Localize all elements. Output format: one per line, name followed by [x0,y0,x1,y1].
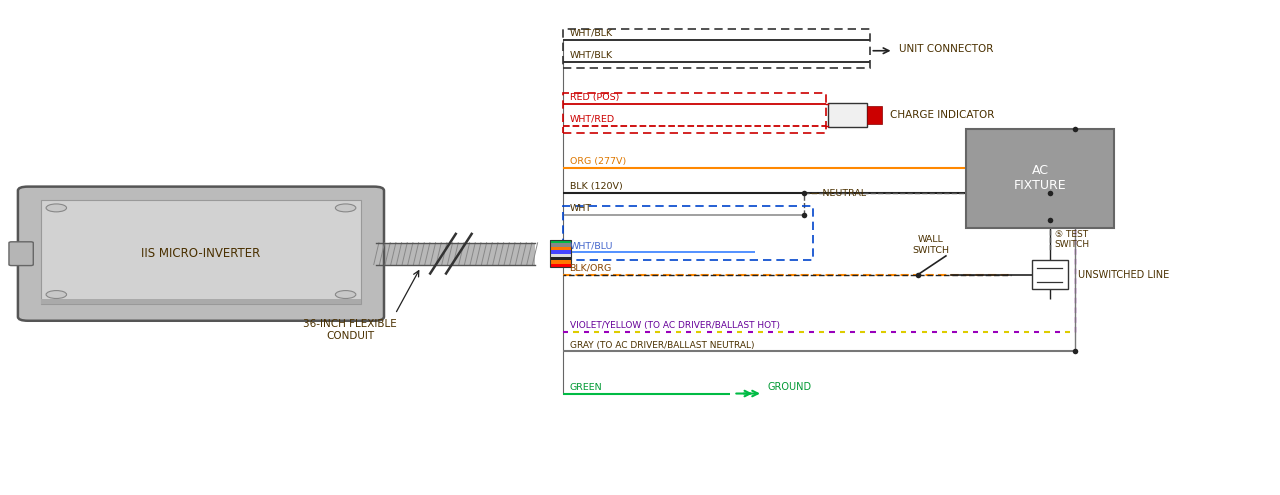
Text: WHT: WHT [570,204,591,213]
Text: WHT/RED: WHT/RED [570,115,614,124]
Bar [550,250,571,253]
Text: GRAY (TO AC DRIVER/BALLAST NEUTRAL): GRAY (TO AC DRIVER/BALLAST NEUTRAL) [570,341,754,349]
Text: ORG (277V): ORG (277V) [570,157,626,166]
Bar [41,299,361,304]
Text: VIOLET/YELLOW (TO AC DRIVER/BALLAST HOT): VIOLET/YELLOW (TO AC DRIVER/BALLAST HOT) [570,321,780,330]
Circle shape [46,291,67,298]
Text: UNSWITCHED LINE: UNSWITCHED LINE [1078,270,1169,280]
Text: AC
FIXTURE: AC FIXTURE [1014,164,1066,192]
Bar [550,244,571,247]
Bar [550,240,571,244]
Bar [550,264,571,267]
Text: RED (POS): RED (POS) [570,93,620,101]
Text: CHARGE INDICATOR: CHARGE INDICATOR [890,110,995,120]
Text: — NEUTRAL: — NEUTRAL [810,189,867,198]
Bar [41,200,361,304]
Text: WHT/BLU: WHT/BLU [570,241,613,250]
Text: GREEN: GREEN [570,383,602,392]
Text: UNIT CONNECTOR: UNIT CONNECTOR [899,44,993,54]
Bar [828,102,867,127]
Bar [376,243,535,264]
Text: 36-INCH FLEXIBLE
CONDUIT: 36-INCH FLEXIBLE CONDUIT [303,319,397,341]
Text: ⑤ TEST
SWITCH: ⑤ TEST SWITCH [1055,230,1089,249]
Bar [550,240,571,267]
Bar [966,129,1114,228]
Circle shape [46,204,67,212]
Text: WHT/BLK: WHT/BLK [570,50,613,59]
Bar [550,247,571,250]
Text: WALL
SWITCH: WALL SWITCH [913,235,948,255]
Bar [550,257,571,260]
Circle shape [335,291,356,298]
Bar [867,105,882,124]
Bar [563,29,870,68]
Text: IIS MICRO-INVERTER: IIS MICRO-INVERTER [141,247,261,260]
Bar [563,93,826,133]
Text: GROUND: GROUND [768,382,812,392]
Bar [563,206,813,260]
Text: WHT/BLK: WHT/BLK [570,28,613,37]
Bar [550,260,571,264]
FancyBboxPatch shape [9,242,33,265]
Bar [1032,260,1068,289]
Text: BLK/ORG: BLK/ORG [570,263,612,272]
FancyBboxPatch shape [18,187,384,321]
Text: BLK (120V): BLK (120V) [570,182,622,191]
Bar [550,253,571,257]
Circle shape [335,204,356,212]
